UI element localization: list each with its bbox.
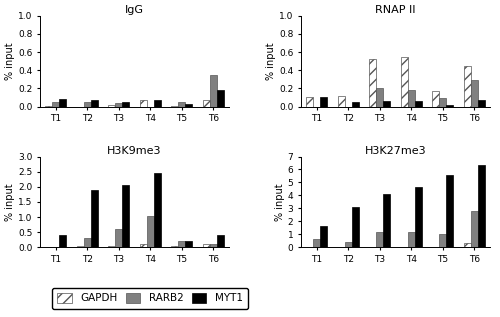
Bar [446,175,453,247]
Bar [140,244,147,247]
Bar [464,243,471,247]
Bar [116,229,122,247]
Title: RNAP II: RNAP II [375,5,416,15]
Bar [59,235,66,247]
Bar [147,217,154,247]
Bar [122,102,129,107]
Bar [352,102,358,107]
Bar [370,59,376,107]
Bar [313,239,320,247]
Bar [401,57,408,107]
Bar [172,106,178,107]
Bar [77,246,84,247]
Bar [90,190,98,247]
Bar [108,246,116,247]
Bar [178,102,186,107]
Bar [478,100,484,107]
Y-axis label: % input: % input [275,183,285,221]
Bar [172,246,178,247]
Bar [344,242,352,247]
Bar [59,99,66,107]
Bar [46,106,52,107]
Bar [210,244,217,247]
Y-axis label: % input: % input [5,183,15,221]
Y-axis label: % input: % input [5,42,15,80]
Bar [84,238,90,247]
Bar [186,241,192,247]
Bar [217,235,224,247]
Bar [210,75,217,107]
Bar [478,165,484,247]
Bar [338,96,344,107]
Bar [414,187,422,247]
Bar [408,232,414,247]
Bar [203,244,210,247]
Bar [320,226,327,247]
Bar [471,80,478,107]
Bar [376,88,383,107]
Bar [408,90,414,107]
Bar [217,90,224,107]
Bar [306,97,313,107]
Bar [440,98,446,107]
Bar [471,211,478,247]
Bar [203,100,210,107]
Bar [186,104,192,107]
Bar [383,194,390,247]
Legend: GAPDH, RARB2, MYT1: GAPDH, RARB2, MYT1 [52,288,248,309]
Bar [140,100,147,107]
Bar [84,102,90,107]
Bar [52,102,59,107]
Bar [116,103,122,107]
Bar [432,91,440,107]
Bar [320,97,327,107]
Bar [440,234,446,247]
Bar [446,105,453,107]
Title: H3K27me3: H3K27me3 [364,146,426,156]
Bar [376,232,383,247]
Bar [383,101,390,107]
Bar [464,66,471,107]
Bar [154,172,160,247]
Bar [414,101,422,107]
Y-axis label: % input: % input [266,42,276,80]
Bar [154,100,160,107]
Bar [108,105,116,107]
Bar [178,241,186,247]
Title: IgG: IgG [125,5,144,15]
Bar [352,207,358,247]
Title: H3K9me3: H3K9me3 [108,146,162,156]
Bar [90,100,98,107]
Bar [122,184,129,247]
